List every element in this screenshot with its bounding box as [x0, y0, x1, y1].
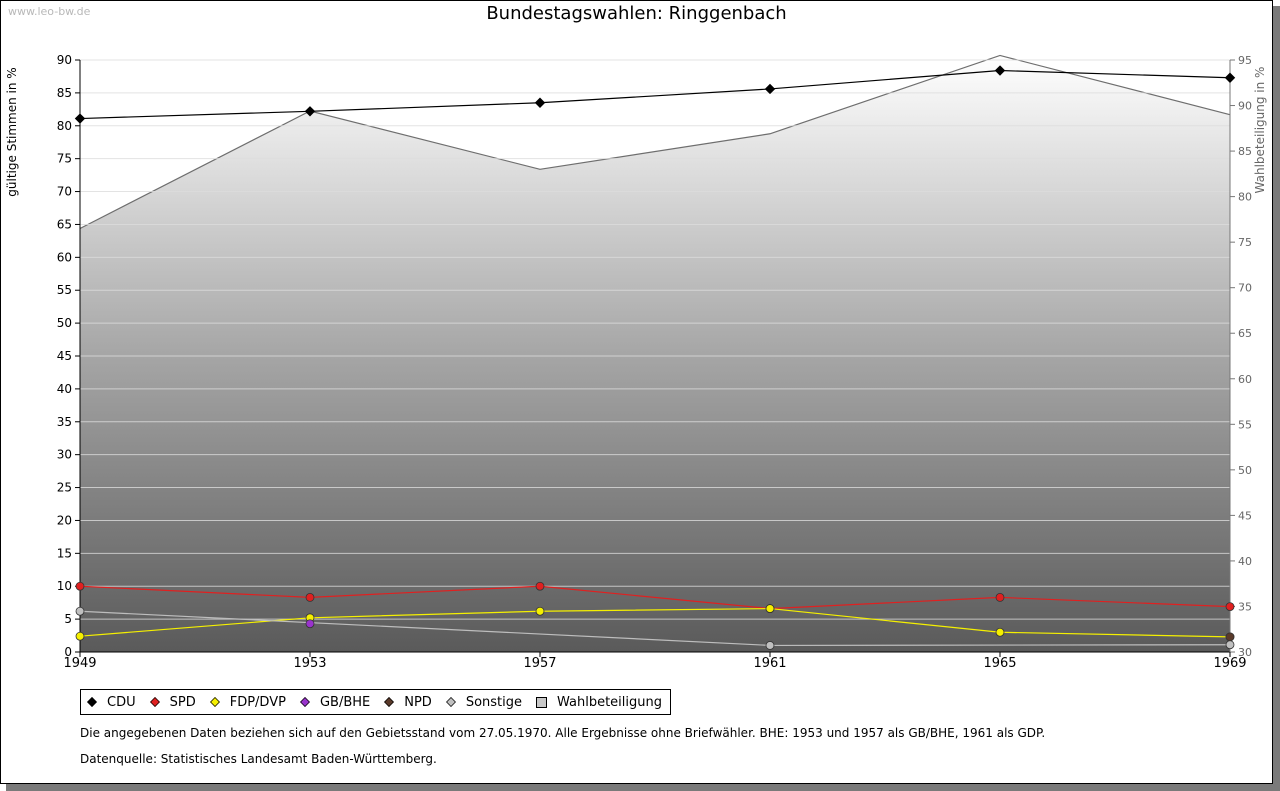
point-cdu-1	[304, 106, 316, 117]
y-tick-label-75: 75	[57, 152, 72, 166]
y-tick-label-10: 10	[57, 579, 72, 593]
y-tick-label-40: 40	[57, 382, 72, 396]
turnout-area-group	[79, 54, 1231, 652]
watermark: www.leo-bw.de	[8, 5, 91, 18]
y-right-tick-label-60: 60	[1238, 373, 1252, 386]
frame-shadow-bottom	[6, 784, 1280, 791]
y-tick-label-25: 25	[57, 481, 72, 495]
y-right-tick-label-95: 95	[1238, 54, 1252, 67]
y-right-tick-label-65: 65	[1238, 327, 1252, 340]
y-tick-label-80: 80	[57, 119, 72, 133]
y-right-tick-label-80: 80	[1238, 191, 1252, 204]
y-right-tick-label-35: 35	[1238, 600, 1252, 613]
x-tick-label-1957: 1957	[523, 656, 556, 671]
y-right-tick-label-55: 55	[1238, 418, 1252, 431]
grid-group	[80, 59, 1230, 620]
point-npd-0	[1225, 632, 1235, 642]
y-tick-label-15: 15	[57, 546, 72, 560]
x-tick-label-1949: 1949	[63, 656, 96, 671]
turnout-line	[79, 54, 1231, 230]
line-spd	[79, 585, 1231, 610]
legend-marker-icon	[149, 697, 160, 707]
point-cdu-0	[74, 113, 86, 124]
legend-item-spd: SPD	[149, 694, 196, 710]
series-points-group	[74, 65, 1236, 650]
legend-label: NPD	[404, 694, 432, 710]
y-tick-label-20: 20	[57, 513, 72, 527]
point-spd-5	[1225, 602, 1235, 612]
y-right-tick-label-85: 85	[1238, 145, 1252, 158]
y-tick-label-70: 70	[57, 185, 72, 199]
point-fdp-dvp-3	[765, 604, 775, 613]
x-tick-label-1965: 1965	[983, 656, 1016, 671]
y-right-tick-label-45: 45	[1238, 509, 1252, 522]
axes-group: 0 5 10 15 20 25 30 35 40 45 50 55 60 65 70 75 80 85 90 30 35…	[5, 53, 1267, 671]
legend-marker-icon	[536, 696, 547, 708]
y-tick-label-65: 65	[57, 217, 72, 231]
point-cdu-5	[1224, 72, 1236, 83]
point-spd-2	[535, 581, 545, 591]
legend-marker-icon	[300, 697, 310, 707]
point-cdu-4	[994, 65, 1006, 76]
y-right-tick-label-40: 40	[1238, 555, 1252, 568]
legend-marker-icon	[87, 697, 97, 707]
legend: CDU SPD FDP/DVP GB/BHE NPD Sonstige Wahlbeteil…	[80, 689, 672, 715]
y-tick-label-5: 5	[64, 612, 72, 626]
point-cdu-3	[764, 83, 776, 95]
point-sonstige-2	[1225, 640, 1235, 650]
point-sonstige-0	[75, 606, 85, 616]
legend-item-wahlbeteiligung: Wahlbeteiligung	[536, 695, 662, 710]
y-axis-label-right: Wahlbeteiligung in %	[1253, 67, 1267, 194]
point-spd-4	[995, 593, 1005, 602]
point-gb-bhe-0	[305, 619, 315, 629]
y-right-tick-label-30: 30	[1238, 646, 1252, 659]
y-tick-label-30: 30	[57, 448, 72, 462]
point-spd-1	[305, 593, 315, 602]
x-tick-label-1969: 1969	[1213, 656, 1246, 671]
y-right-tick-label-90: 90	[1238, 100, 1252, 113]
legend-item-cdu: CDU	[87, 695, 136, 710]
x-tick-label-1953: 1953	[293, 656, 326, 671]
point-fdp-dvp-4	[995, 627, 1005, 637]
frame-shadow-right	[1273, 6, 1280, 791]
y-tick-label-50: 50	[57, 316, 72, 330]
y-right-tick-label-50: 50	[1238, 464, 1252, 477]
point-cdu-2	[534, 97, 546, 108]
legend-item-sonstige: Sonstige	[445, 694, 522, 710]
legend-item-gb-bhe: GB/BHE	[300, 695, 370, 710]
x-tick-label-1961: 1961	[753, 656, 786, 671]
y-right-tick-label-70: 70	[1238, 282, 1252, 295]
legend-label: SPD	[169, 694, 196, 710]
y-axis-label-left: gültige Stimmen in %	[5, 67, 19, 196]
y-tick-label-55: 55	[57, 283, 72, 297]
legend-label: CDU	[107, 694, 136, 710]
y-right-tick-label-75: 75	[1238, 236, 1252, 249]
y-tick-label-0: 0	[64, 645, 72, 659]
footnote-note: Die angegebenen Daten beziehen sich auf …	[80, 726, 1046, 740]
point-fdp-dvp-0	[75, 631, 85, 641]
point-fdp-dvp-2	[535, 606, 545, 616]
point-sonstige-1	[765, 641, 775, 650]
legend-marker-icon	[445, 697, 456, 707]
chart-title: Bundestagswahlen: Ringgenbach	[486, 3, 787, 24]
legend-label: GB/BHE	[319, 694, 371, 710]
y-tick-label-60: 60	[57, 250, 72, 264]
y-tick-label-90: 90	[57, 53, 72, 67]
point-spd-0	[75, 581, 85, 591]
legend-label: Sonstige	[465, 694, 522, 710]
legend-item-fdp-dvp: FDP/DVP	[209, 694, 286, 710]
line-cdu	[79, 69, 1231, 120]
legend-marker-icon	[209, 697, 220, 707]
y-tick-label-45: 45	[57, 349, 72, 363]
legend-marker-icon	[384, 697, 395, 707]
legend-item-npd: NPD	[384, 695, 432, 710]
turnout-area	[80, 55, 1230, 652]
y-tick-label-35: 35	[57, 415, 72, 429]
y-tick-label-85: 85	[57, 86, 72, 100]
legend-label: Wahlbeteiligung	[557, 694, 663, 710]
legend-label: FDP/DVP	[229, 694, 286, 710]
footnote-source: Datenquelle: Statistisches Landesamt Bad…	[80, 752, 437, 766]
